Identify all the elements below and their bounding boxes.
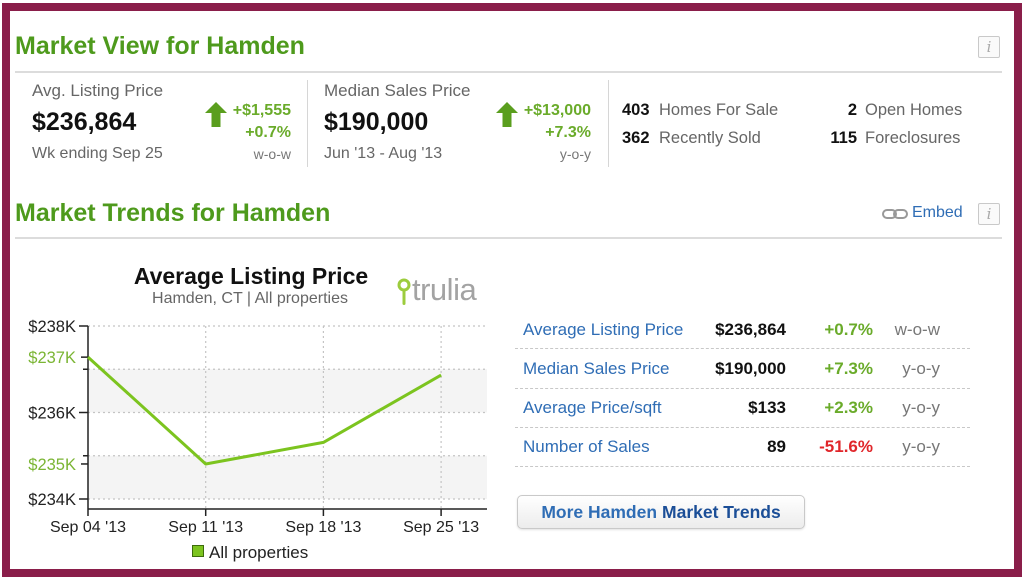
count-value: 2 bbox=[847, 101, 857, 119]
line-chart: $238K $236K $234K $237K $235K Sep 04 '13 Sep 1… bbox=[28, 318, 487, 536]
count-label: Recently Sold bbox=[659, 129, 761, 147]
median-sales-change-basis: y-o-y bbox=[559, 146, 591, 162]
info-icon[interactable]: i bbox=[978, 36, 1000, 58]
avg-listing-change-basis: w-o-w bbox=[253, 146, 291, 162]
y-tick-label: $236K bbox=[28, 405, 76, 423]
link-icon bbox=[882, 209, 908, 219]
table-row: Number of Sales 89 -51.6% y-o-y bbox=[515, 427, 970, 467]
table-row: Average Price/sqft $133 +2.3% y-o-y bbox=[515, 388, 970, 428]
table-row: Median Sales Price $190,000 +7.3% y-o-y bbox=[515, 349, 970, 389]
row-basis: y-o-y bbox=[902, 359, 940, 378]
row-value: 89 bbox=[767, 437, 786, 456]
count-value: 362 bbox=[622, 129, 650, 147]
market-view-title: Market View for Hamden bbox=[15, 32, 305, 60]
range-marker-label: $237K bbox=[28, 349, 76, 367]
table-row: Average Listing Price $236,864 +0.7% w-o… bbox=[515, 309, 970, 349]
trulia-logo: trulia bbox=[397, 274, 489, 310]
more-market-trends-button[interactable]: More Hamden Market Trends bbox=[517, 495, 805, 529]
count-label: Homes For Sale bbox=[659, 101, 779, 119]
avg-listing-change-percent: +0.7% bbox=[245, 124, 291, 141]
row-basis: y-o-y bbox=[902, 398, 940, 417]
avg-listing-price-value: $236,864 bbox=[32, 108, 137, 136]
separator bbox=[307, 80, 308, 167]
button-label-emphasis: Market Trends bbox=[662, 501, 781, 522]
row-value: $190,000 bbox=[715, 359, 786, 378]
chart-subtitle: Hamden, CT | All properties bbox=[152, 290, 348, 307]
trulia-wordmark: trulia bbox=[412, 272, 477, 307]
median-sales-change-percent: +7.3% bbox=[545, 124, 591, 141]
divider bbox=[15, 71, 1002, 73]
median-sales-price-value: $190,000 bbox=[324, 108, 429, 136]
row-change: +7.3% bbox=[824, 359, 873, 378]
count-value: 403 bbox=[622, 101, 650, 119]
row-basis: y-o-y bbox=[902, 437, 940, 456]
arrow-up-icon bbox=[496, 102, 518, 127]
count-value: 115 bbox=[830, 129, 857, 147]
row-label-link[interactable]: Number of Sales bbox=[523, 437, 650, 456]
plot-band bbox=[88, 369, 487, 413]
info-icon[interactable]: i bbox=[978, 203, 1000, 225]
row-basis: w-o-w bbox=[894, 320, 940, 339]
series-line bbox=[86, 355, 442, 466]
button-label-prefix: More Hamden bbox=[541, 501, 658, 522]
row-change: -51.6% bbox=[819, 437, 873, 456]
divider bbox=[15, 237, 1002, 239]
legend-label[interactable]: All properties bbox=[209, 543, 309, 562]
map-pin-icon bbox=[397, 278, 411, 305]
median-sales-change-amount: +$13,000 bbox=[523, 102, 591, 119]
x-tick-label: Sep 04 '13 bbox=[50, 519, 126, 536]
row-label-link[interactable]: Average Listing Price bbox=[523, 320, 684, 339]
count-label: Open Homes bbox=[865, 101, 963, 119]
y-tick-label: $238K bbox=[28, 318, 76, 336]
chart-title: Average Listing Price bbox=[133, 263, 369, 289]
row-change: +2.3% bbox=[824, 398, 873, 417]
arrow-up-icon bbox=[205, 102, 227, 127]
market-trends-title: Market Trends for Hamden bbox=[15, 199, 331, 227]
separator bbox=[608, 80, 609, 167]
median-sales-price-label: Median Sales Price bbox=[324, 81, 471, 100]
row-value: $236,864 bbox=[715, 320, 786, 339]
x-tick-label: Sep 11 '13 bbox=[168, 519, 243, 536]
count-label: Foreclosures bbox=[865, 129, 961, 147]
row-change: +0.7% bbox=[824, 320, 873, 339]
range-marker-label: $235K bbox=[28, 456, 76, 474]
row-label-link[interactable]: Average Price/sqft bbox=[523, 398, 662, 417]
embed-label: Embed bbox=[912, 204, 963, 221]
row-value: $133 bbox=[748, 398, 786, 417]
x-tick-label: Sep 25 '13 bbox=[403, 519, 479, 536]
y-tick-label: $234K bbox=[28, 491, 76, 509]
median-sales-price-period: Jun '13 - Aug '13 bbox=[324, 145, 443, 162]
frame-border bbox=[2, 3, 1022, 577]
plot-band bbox=[88, 455, 487, 499]
avg-listing-price-label: Avg. Listing Price bbox=[32, 81, 164, 100]
avg-listing-change-amount: +$1,555 bbox=[232, 102, 291, 119]
avg-listing-price-period: Wk ending Sep 25 bbox=[32, 145, 163, 162]
legend-swatch[interactable] bbox=[192, 545, 204, 557]
x-tick-label: Sep 18 '13 bbox=[285, 519, 361, 536]
row-label-link[interactable]: Median Sales Price bbox=[523, 359, 670, 378]
